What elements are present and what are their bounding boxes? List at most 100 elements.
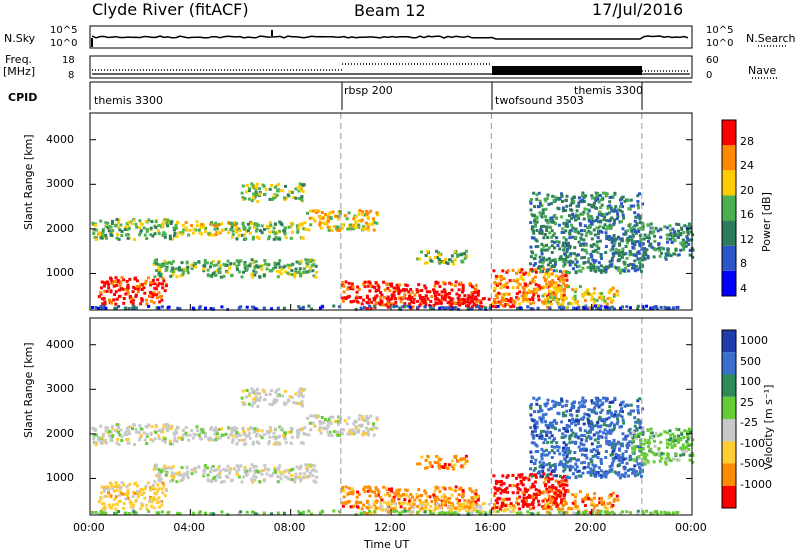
velocity-cell [624, 435, 628, 439]
power-cell [653, 248, 657, 252]
power-cell [540, 204, 544, 208]
velocity-cell [669, 442, 672, 446]
velocity-cell [583, 504, 587, 508]
power-cell [547, 218, 551, 222]
velocity-cell [256, 387, 259, 391]
velocity-cell [689, 430, 692, 434]
power-cell [179, 231, 183, 235]
power-cell [157, 271, 161, 275]
power-cell [143, 233, 147, 237]
power-cell [149, 299, 153, 303]
power-cell [109, 289, 113, 293]
power-cell [385, 282, 389, 286]
power-cell [235, 230, 239, 234]
power-cell [592, 228, 596, 232]
power-cell [468, 301, 472, 305]
velocity-cell [407, 495, 411, 499]
velocity-cell [595, 503, 599, 507]
power-cell [182, 228, 186, 232]
power-cell [563, 287, 567, 291]
power-cell [620, 220, 623, 224]
power-cell [177, 231, 181, 235]
velocity-cell [458, 499, 461, 503]
power-cell [390, 284, 393, 288]
power-cell [100, 286, 103, 290]
velocity-cell [150, 485, 154, 489]
power-cell [574, 287, 578, 291]
velocity-cell [642, 442, 646, 446]
power-cell [106, 221, 110, 225]
velocity-cell [537, 503, 541, 507]
velocity-cell [128, 425, 132, 429]
power-cell [542, 256, 546, 260]
power-cell [363, 285, 367, 289]
power-cell [570, 201, 574, 205]
velocity-cell [142, 431, 146, 435]
velocity-cell [611, 457, 615, 461]
power-cell [524, 293, 528, 297]
power-cell [120, 230, 124, 233]
velocity-cell [529, 404, 532, 408]
power-cell [163, 235, 167, 239]
velocity-cell [283, 401, 287, 405]
power-cell [243, 266, 247, 270]
velocity-cell [599, 411, 603, 414]
velocity-cell [92, 433, 96, 437]
power-cell [498, 302, 502, 306]
power-cell [584, 243, 588, 247]
power-cell [332, 225, 336, 229]
power-cell [596, 236, 600, 240]
velocity-cell [556, 411, 560, 415]
velocity-cell [587, 421, 591, 425]
power-cell [397, 288, 401, 292]
power-cell [175, 226, 178, 230]
velocity-cell [458, 508, 462, 512]
power-cell [242, 270, 245, 274]
power-cell [615, 237, 619, 241]
power-cell [408, 302, 412, 306]
power-cell [126, 291, 130, 295]
power-cell [301, 190, 305, 193]
velocity-cell [590, 471, 593, 475]
power-cell [456, 254, 460, 258]
velocity-cell [204, 434, 207, 438]
velocity-cell [596, 420, 600, 424]
velocity-cell [244, 395, 248, 399]
power-cell [529, 201, 533, 205]
velocity-cell [493, 486, 497, 490]
power-cell [419, 302, 423, 306]
power-cell [282, 265, 286, 269]
power-cell [529, 255, 533, 259]
velocity-cell [522, 493, 526, 496]
power-cell [215, 223, 219, 227]
power-cell [543, 233, 547, 236]
power-cell [449, 298, 453, 302]
power-cell [570, 223, 573, 227]
velocity-cell [117, 425, 120, 429]
velocity-cell [107, 491, 111, 495]
velocity-cell [375, 418, 379, 422]
velocity-cell [491, 506, 495, 510]
velocity-cell [539, 470, 543, 474]
power-cell [591, 303, 595, 307]
power-cell [641, 247, 644, 251]
power-cell [155, 262, 159, 266]
power-cell [586, 212, 590, 216]
velocity-cell [589, 473, 593, 477]
velocity-cell [455, 506, 459, 510]
power-cell [626, 199, 630, 202]
velocity-cell [533, 424, 536, 428]
velocity-cell [417, 488, 421, 492]
power-cell [419, 296, 422, 300]
power-cell [181, 272, 185, 276]
velocity-cell [109, 481, 112, 485]
power-cell [560, 215, 564, 219]
velocity-cell [147, 423, 151, 427]
power-cell [664, 257, 668, 261]
velocity-cell [633, 429, 637, 433]
power-cell [557, 258, 561, 262]
velocity-cell [533, 467, 537, 470]
velocity-cell [449, 503, 453, 507]
power-cell [188, 228, 192, 232]
power-cell [644, 253, 648, 257]
